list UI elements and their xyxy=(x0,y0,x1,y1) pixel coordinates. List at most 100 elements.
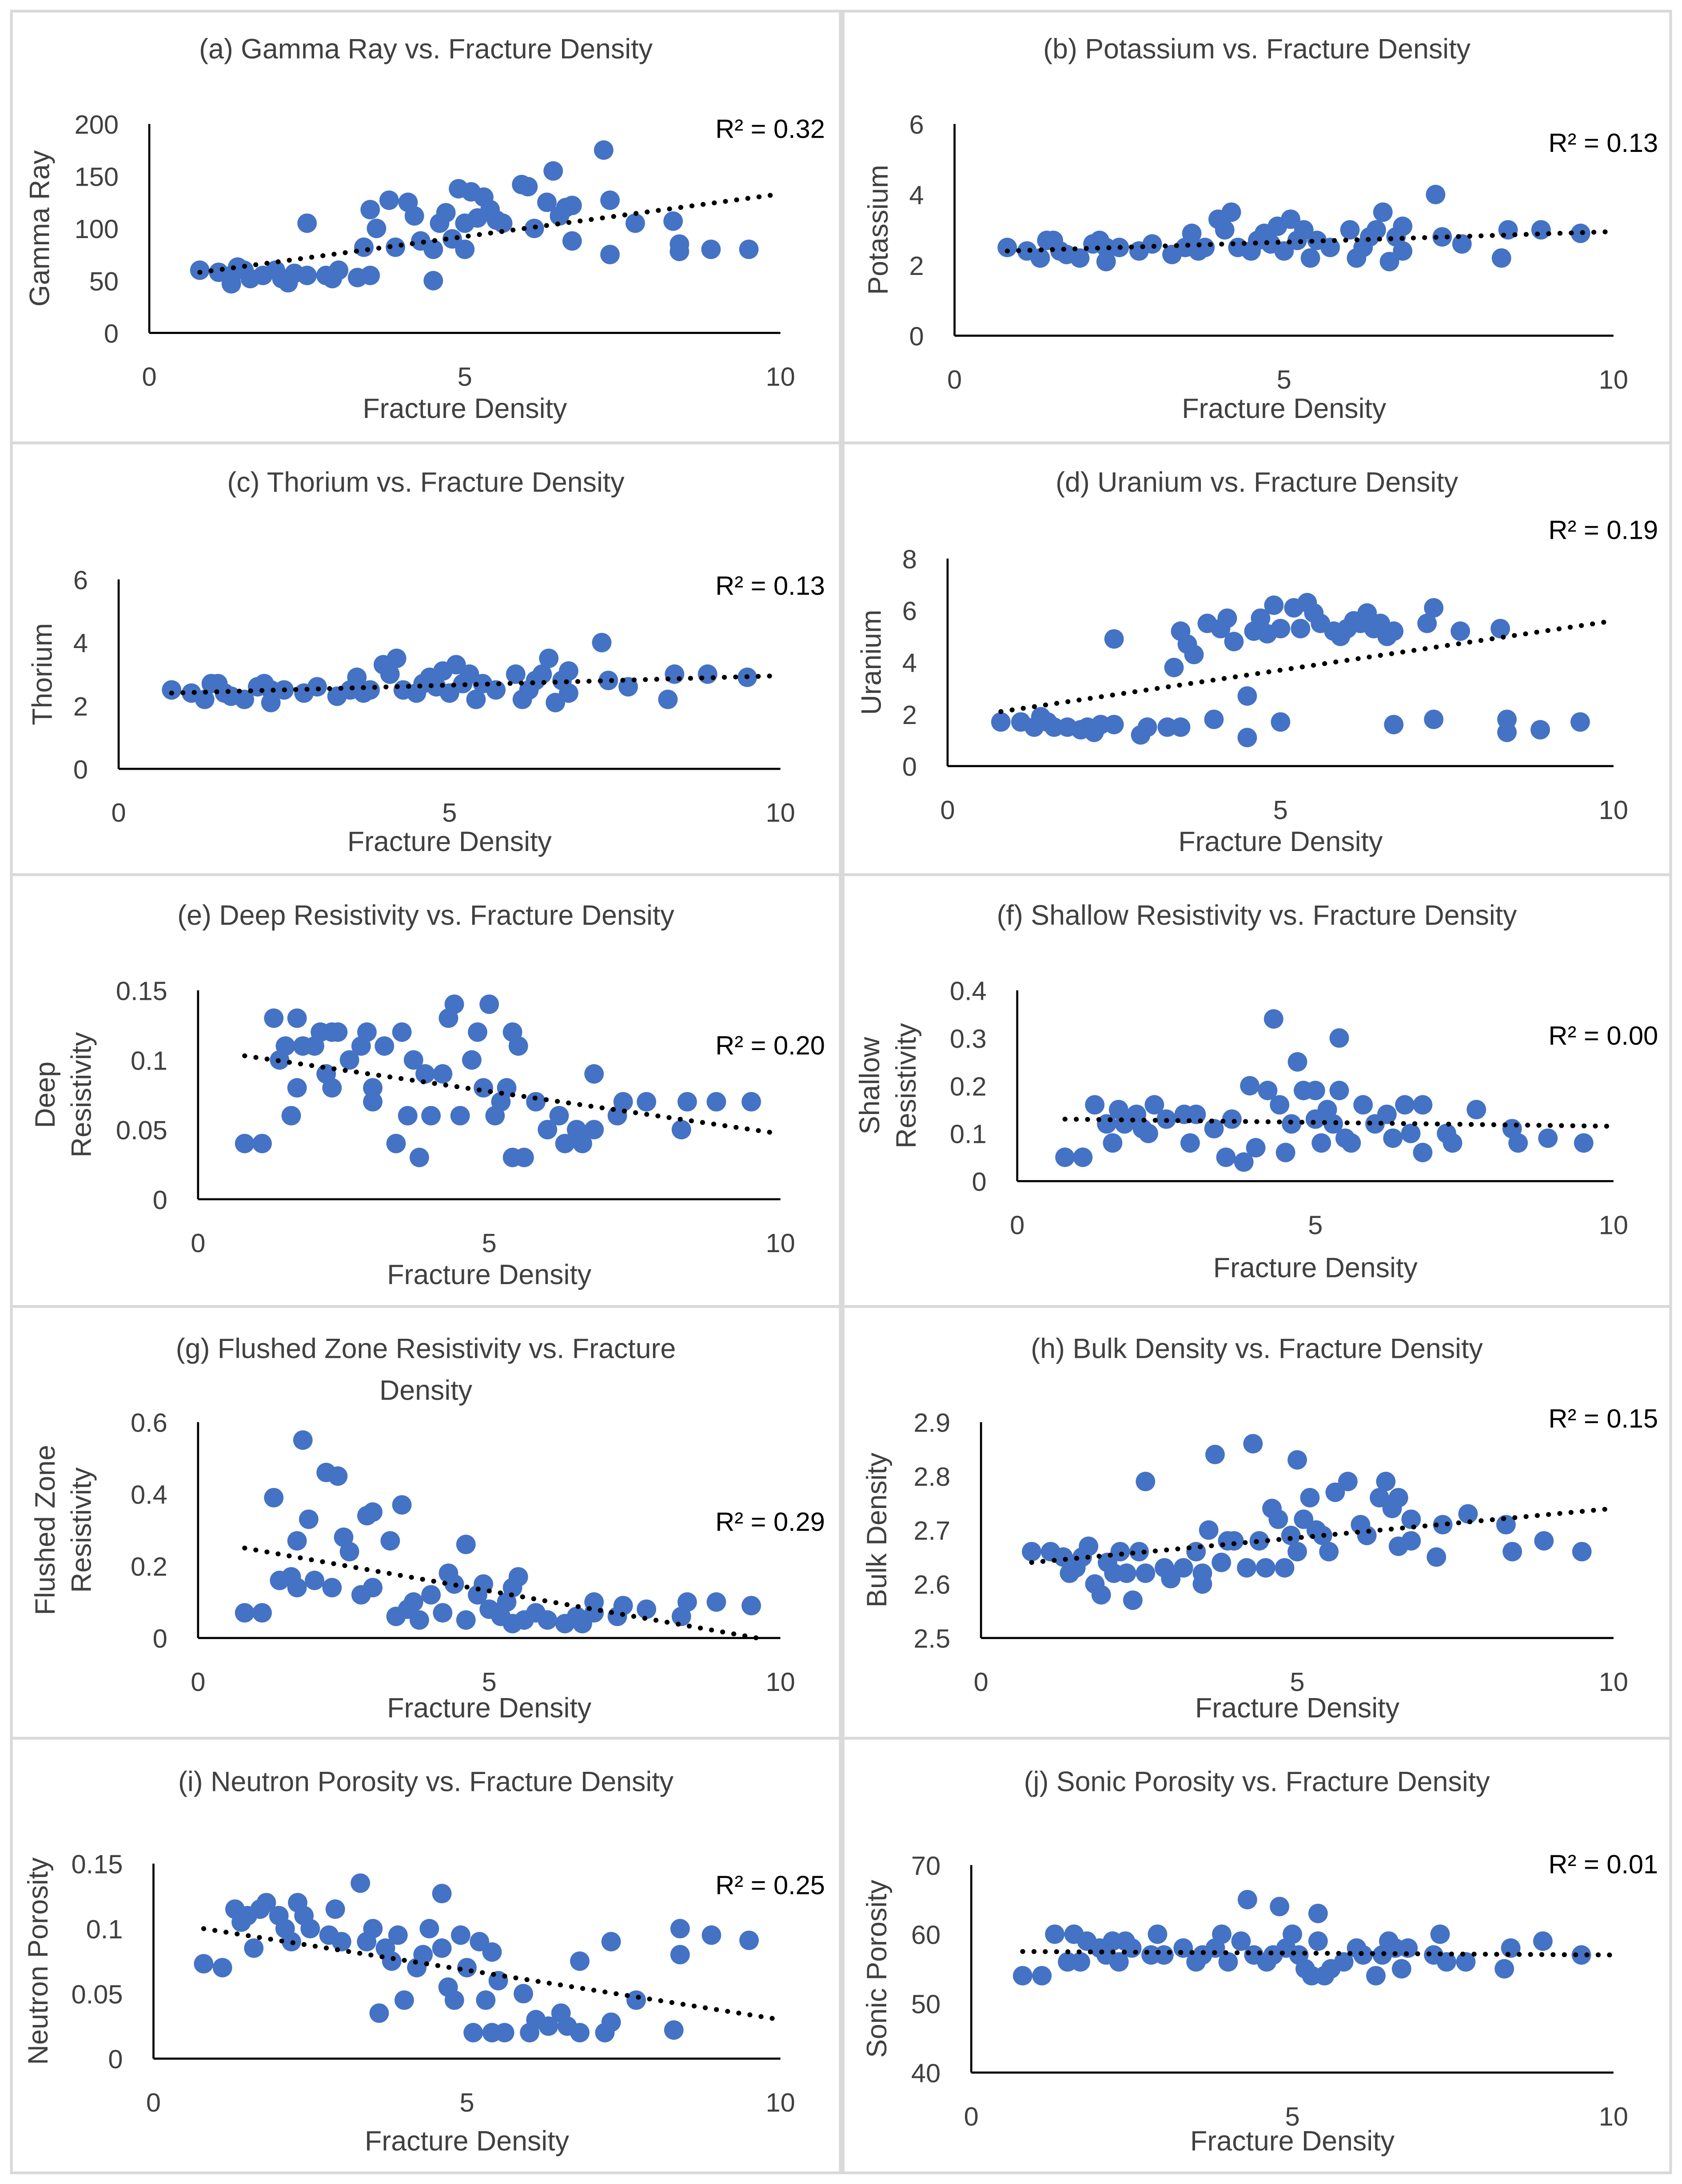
data-point xyxy=(494,2023,514,2043)
y-tick-label: 60 xyxy=(911,1920,941,1950)
chart-title: (j) Sonic Porosity vs. Fracture Density xyxy=(1024,1766,1490,1798)
data-point xyxy=(1291,619,1311,639)
y-tick-label: 0.1 xyxy=(950,1119,987,1149)
chart-title: (i) Neutron Porosity vs. Fracture Densit… xyxy=(178,1766,674,1798)
data-point xyxy=(1123,1590,1143,1610)
trendline xyxy=(1029,1506,1616,1565)
x-axis-label: Fracture Density xyxy=(1178,826,1383,857)
x-axis-label: Fracture Density xyxy=(387,1259,592,1290)
data-point xyxy=(1231,1931,1251,1951)
x-tick-label: 5 xyxy=(442,798,457,827)
data-point xyxy=(1294,220,1314,240)
x-tick-label: 0 xyxy=(947,365,962,394)
data-point xyxy=(1263,1009,1283,1029)
data-point xyxy=(532,664,552,684)
chart-panel-c: (c) Thorium vs. Fracture Density 0 5 10 0 2 4 6… xyxy=(10,442,842,876)
data-point xyxy=(625,213,645,233)
data-point xyxy=(1395,1095,1415,1115)
data-point xyxy=(601,1932,621,1952)
data-point xyxy=(235,1134,255,1154)
data-point xyxy=(419,1919,439,1939)
y-tick-label: 2.6 xyxy=(913,1570,950,1599)
data-point xyxy=(1376,1472,1396,1492)
data-point xyxy=(194,1954,214,1974)
data-point xyxy=(514,1147,534,1167)
data-point xyxy=(423,239,443,259)
data-point xyxy=(363,1502,383,1522)
data-point xyxy=(363,1092,383,1112)
data-point xyxy=(347,667,367,687)
data-point xyxy=(1353,1095,1373,1115)
data-point xyxy=(584,1064,604,1084)
x-tick-label: 0 xyxy=(974,1667,988,1697)
data-point xyxy=(1571,1945,1591,1965)
x-tick-label: 0 xyxy=(964,2101,979,2131)
y-tick-label: 50 xyxy=(911,1989,941,2019)
data-point xyxy=(1180,1133,1200,1153)
x-axis-label: Fracture Density xyxy=(1195,1692,1400,1723)
y-tick-label: 4 xyxy=(73,629,88,658)
x-tick-label: 5 xyxy=(1285,2101,1299,2131)
data-point xyxy=(1538,1128,1558,1148)
data-point xyxy=(1186,1542,1206,1562)
y-tick-label: 4 xyxy=(909,180,924,210)
data-point xyxy=(1366,220,1386,240)
y-tick-label: 0.2 xyxy=(950,1071,987,1101)
data-point xyxy=(444,1990,464,2010)
data-point xyxy=(252,1134,272,1154)
data-point xyxy=(444,994,464,1014)
x-tick-label: 10 xyxy=(1599,2101,1628,2131)
data-point xyxy=(1264,595,1284,615)
r-squared-label: R² = 0.20 xyxy=(715,1030,825,1060)
y-axis-label: Thorium xyxy=(27,623,58,725)
data-point xyxy=(562,195,582,215)
chart-title: (b) Potassium vs. Fracture Density xyxy=(1043,34,1471,65)
data-point xyxy=(1218,1952,1238,1972)
data-point xyxy=(404,206,424,226)
y-tick-label: 0 xyxy=(108,2045,123,2074)
data-point xyxy=(409,1610,429,1630)
data-point xyxy=(1144,1095,1164,1115)
data-point xyxy=(1270,1095,1290,1115)
x-tick-label: 10 xyxy=(1599,1667,1628,1697)
data-point xyxy=(1171,717,1191,737)
data-point xyxy=(1384,621,1404,641)
data-point xyxy=(1413,1095,1433,1115)
y-tick-label: 2.7 xyxy=(913,1516,950,1546)
data-point xyxy=(382,1951,402,1971)
data-point xyxy=(1109,1952,1129,1972)
data-point xyxy=(287,1531,307,1551)
data-point xyxy=(637,1599,657,1619)
data-point xyxy=(677,1592,697,1612)
data-point xyxy=(351,1873,371,1893)
data-point xyxy=(264,1488,284,1508)
data-point xyxy=(1243,1434,1263,1454)
data-point xyxy=(1496,1515,1516,1535)
data-point xyxy=(354,237,374,257)
data-point xyxy=(701,1925,721,1945)
data-point xyxy=(572,1134,592,1154)
data-point xyxy=(677,1092,697,1112)
data-point xyxy=(398,1106,418,1126)
data-point xyxy=(1205,1444,1225,1464)
data-point xyxy=(433,1603,453,1623)
data-point xyxy=(1294,1509,1314,1529)
x-axis-label: Fracture Density xyxy=(387,1692,592,1723)
data-point xyxy=(456,1610,476,1630)
data-point xyxy=(997,238,1017,258)
data-point xyxy=(508,1567,528,1587)
data-point xyxy=(287,1578,307,1598)
data-point xyxy=(613,1595,633,1615)
data-point xyxy=(367,219,387,239)
y-axis-label: Resistivity xyxy=(66,1032,97,1158)
data-point xyxy=(1334,1952,1354,1972)
data-point xyxy=(1430,1924,1450,1944)
y-axis-label: Resistivity xyxy=(66,1467,97,1593)
data-point xyxy=(1341,1133,1361,1153)
trendline xyxy=(201,1926,783,2022)
data-point xyxy=(493,213,513,233)
data-point xyxy=(387,648,407,668)
chart-panel-f: (f) Shallow Resistivity vs. Fracture Den… xyxy=(841,873,1672,1308)
data-point xyxy=(1574,1133,1594,1153)
